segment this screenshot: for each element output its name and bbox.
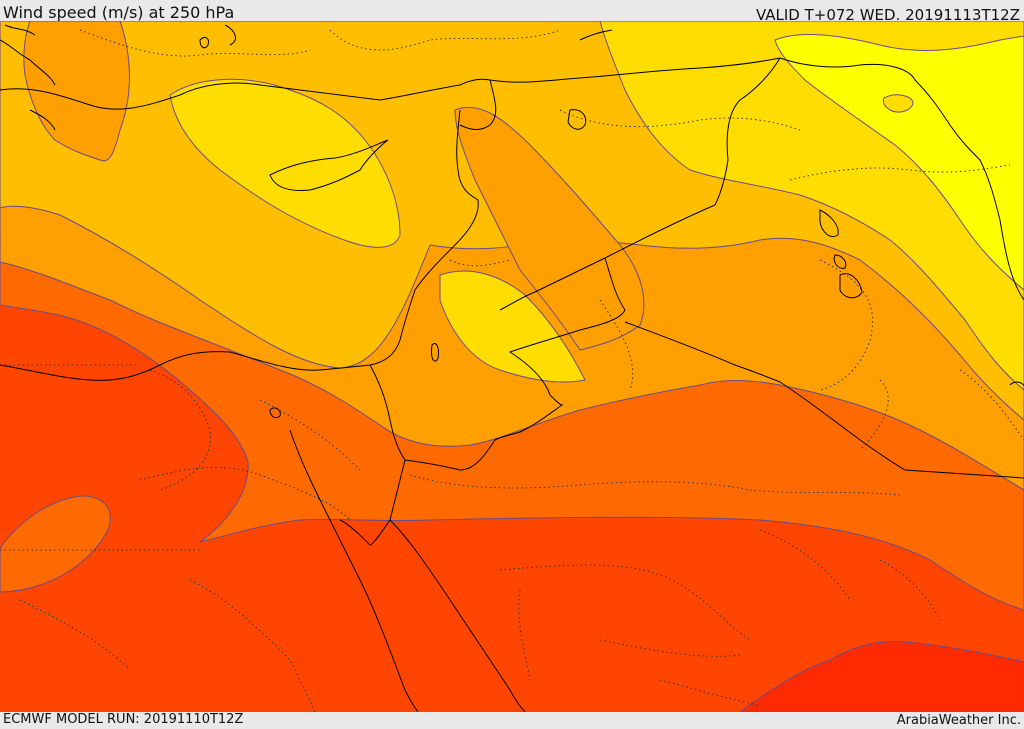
- weather-map: [0, 21, 1024, 712]
- band-red: [739, 641, 1024, 712]
- band-light-west: [169, 78, 401, 248]
- band-light-center: [439, 270, 586, 383]
- band-light-ne-pocket: [882, 94, 914, 113]
- credit-label: ArabiaWeather Inc.: [896, 713, 1021, 728]
- valid-time-label: VALID T+072 WED. 20191113T12Z: [755, 6, 1020, 24]
- band-lightest: [774, 34, 1024, 291]
- map-footer: ECMWF MODEL RUN: 20191110T12Z ArabiaWeat…: [0, 712, 1024, 729]
- map-title: Wind speed (m/s) at 250 hPa: [3, 3, 235, 22]
- band-dark-orange-sw: [0, 495, 111, 593]
- map-header: Wind speed (m/s) at 250 hPa VALID T+072 …: [0, 0, 1024, 24]
- admin-borders: [0, 29, 1024, 712]
- model-run-label: ECMWF MODEL RUN: 20191110T12Z: [3, 712, 244, 727]
- band-orange-tongue: [454, 106, 645, 351]
- country-borders: [0, 24, 1024, 712]
- wind-speed-map-svg: [0, 21, 1024, 712]
- band-orange-nw: [23, 21, 130, 162]
